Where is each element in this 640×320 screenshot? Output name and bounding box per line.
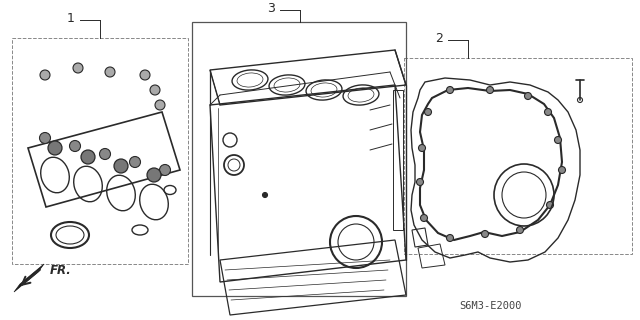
Ellipse shape [419, 145, 426, 151]
Text: S6M3-E2000: S6M3-E2000 [459, 301, 521, 311]
Bar [192, 22, 406, 296]
Text: 3: 3 [267, 2, 275, 14]
Ellipse shape [155, 100, 165, 110]
Ellipse shape [424, 108, 431, 116]
Text: 2: 2 [435, 31, 443, 44]
Ellipse shape [147, 168, 161, 182]
Ellipse shape [150, 85, 160, 95]
Text: FR.: FR. [50, 263, 72, 276]
Ellipse shape [105, 67, 115, 77]
Ellipse shape [486, 86, 493, 93]
Ellipse shape [420, 214, 428, 221]
Ellipse shape [559, 166, 566, 173]
Ellipse shape [140, 70, 150, 80]
Ellipse shape [73, 63, 83, 73]
Ellipse shape [545, 108, 552, 116]
Ellipse shape [159, 164, 170, 175]
Ellipse shape [40, 132, 51, 143]
Text: 1: 1 [67, 12, 75, 25]
Ellipse shape [525, 92, 531, 100]
Bar [12, 38, 188, 264]
Ellipse shape [554, 137, 561, 143]
Ellipse shape [447, 235, 454, 242]
Ellipse shape [516, 227, 524, 234]
Ellipse shape [40, 70, 50, 80]
Ellipse shape [447, 86, 454, 93]
Ellipse shape [481, 230, 488, 237]
Ellipse shape [99, 148, 111, 159]
Bar [404, 58, 632, 254]
Ellipse shape [70, 140, 81, 151]
Ellipse shape [129, 156, 141, 167]
Polygon shape [14, 264, 44, 292]
Ellipse shape [417, 179, 424, 186]
Ellipse shape [114, 159, 128, 173]
Ellipse shape [262, 193, 268, 197]
Ellipse shape [547, 202, 554, 209]
Ellipse shape [48, 141, 62, 155]
Ellipse shape [81, 150, 95, 164]
